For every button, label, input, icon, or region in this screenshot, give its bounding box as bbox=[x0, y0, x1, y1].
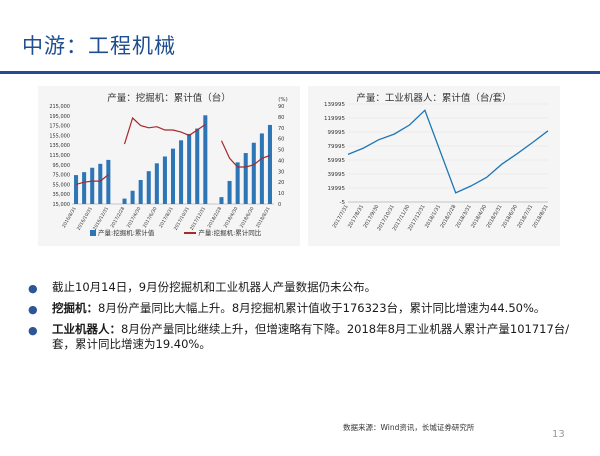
bar bbox=[162, 156, 167, 204]
series-line bbox=[75, 174, 109, 185]
y-right-tick-label: 80 bbox=[278, 115, 284, 121]
bullet-list: ● 截止10月14日，9月份挖掘机和工业机器人产量数据仍未公布。 ● 挖掘机：8… bbox=[28, 280, 573, 358]
bar bbox=[219, 197, 224, 204]
bullet-item: ● 截止10月14日，9月份挖掘机和工业机器人产量数据仍未公布。 bbox=[28, 280, 573, 295]
legend-bar-label: 产量:挖掘机:累计值 bbox=[98, 229, 155, 237]
page-number: 13 bbox=[552, 429, 565, 440]
bullet-lead: 挖掘机： bbox=[52, 301, 98, 315]
y-left-tick-label: 115,000 bbox=[49, 153, 70, 159]
y-right-tick-label: 30 bbox=[278, 169, 284, 175]
bar bbox=[187, 133, 192, 204]
x-tick-label: 2018/2/28 bbox=[206, 206, 223, 229]
y-tick-label: 59995 bbox=[328, 158, 346, 164]
excavator-chart: 15,000 35,000 55,000 75,000 95,000 115,000 135… bbox=[49, 97, 288, 231]
bar bbox=[203, 115, 208, 204]
y-right-tick-label: 20 bbox=[278, 180, 284, 186]
y-left-tick-label: 95,000 bbox=[53, 163, 71, 169]
bullet-text: 截止10月14日，9月份挖掘机和工业机器人产量数据仍未公布。 bbox=[52, 280, 377, 294]
y-left-tick-label: 35,000 bbox=[53, 192, 71, 198]
y-tick-label: -5 bbox=[340, 200, 346, 206]
x-tick-label: 2018/4/30 bbox=[223, 206, 240, 229]
y-left-tick-label: 75,000 bbox=[53, 173, 71, 179]
legend-bar-swatch bbox=[90, 230, 96, 236]
bar bbox=[146, 171, 151, 204]
bar bbox=[170, 148, 176, 204]
x-tick-label: 2018/6/30 bbox=[239, 206, 256, 229]
excavator-legend: 产量:挖掘机:累计值 产量:挖掘机:累计同比 bbox=[90, 227, 261, 237]
x-tick-label: 2017/6/30 bbox=[142, 206, 159, 229]
y-left-tick-label: 155,000 bbox=[49, 133, 70, 139]
series-line bbox=[220, 140, 271, 168]
y-right-tick-label: 70 bbox=[278, 126, 284, 132]
excavator-chart-panel: 产量：挖掘机：累计值（台） 15,000 35,000 55,000 75,000 95… bbox=[38, 86, 300, 246]
robot-chart-panel: 产量：工业机器人：累计值（台/套） -5 19995 39995 59995 79995… bbox=[308, 86, 560, 246]
bullet-item: ● 挖掘机：8月份产量同比大幅上升。8月挖掘机累计值收于176323台，累计同比… bbox=[28, 301, 573, 316]
robot-chart: -5 19995 39995 59995 79995 99995 119995 139995 2… bbox=[324, 102, 550, 232]
y-left-tick-label: 175,000 bbox=[49, 124, 70, 130]
bar bbox=[259, 133, 264, 204]
x-tick-label: 2018/8/31 bbox=[255, 206, 272, 229]
bullet-lead: 工业机器人： bbox=[52, 322, 121, 336]
bullet-dot-icon: ● bbox=[28, 324, 38, 337]
bar bbox=[179, 140, 184, 204]
bar bbox=[138, 179, 143, 204]
bar bbox=[130, 190, 135, 204]
bar bbox=[195, 128, 200, 204]
x-tick-label: 2018/8/31 bbox=[532, 204, 550, 229]
page-title: 中游：工程机械 bbox=[22, 34, 176, 58]
bar bbox=[243, 153, 248, 204]
bar bbox=[98, 163, 103, 204]
bullet-text: 8月份产量同比大幅上升。8月挖掘机累计值收于176323台，累计同比增速为44.… bbox=[98, 301, 546, 315]
x-tick-label: 2017/2/28 bbox=[110, 206, 127, 229]
y-left-tick-label: 215,000 bbox=[49, 104, 70, 110]
bar bbox=[227, 180, 232, 204]
y-right-tick-label: 0 bbox=[278, 202, 281, 208]
robot-chart-title: 产量：工业机器人：累计值（台/套） bbox=[356, 93, 512, 104]
bar bbox=[267, 124, 272, 204]
y-left-tick-label: 55,000 bbox=[53, 182, 71, 188]
bar bbox=[251, 142, 256, 204]
y-right-tick-label: 10 bbox=[278, 191, 284, 197]
bullet-text: 8月份产量同比继续上升，但增速略有下降。2018年8月工业机器人累计产量1017… bbox=[52, 322, 570, 351]
y-right-tick-label: 50 bbox=[278, 148, 284, 154]
y-left-tick-label: 135,000 bbox=[49, 143, 70, 149]
series-line bbox=[347, 109, 549, 194]
bar bbox=[235, 162, 240, 204]
y-tick-label: 79995 bbox=[328, 144, 346, 150]
y-tick-label: 99995 bbox=[328, 130, 346, 136]
title-divider bbox=[0, 71, 600, 74]
bullet-dot-icon: ● bbox=[28, 282, 38, 295]
x-tick-label: 2017/8/31 bbox=[158, 206, 175, 229]
y-tick-label: 19995 bbox=[328, 186, 346, 192]
series-line bbox=[123, 116, 206, 145]
bar bbox=[122, 198, 127, 204]
y-tick-label: 119995 bbox=[324, 116, 345, 122]
y-right-tick-label: 40 bbox=[278, 158, 284, 164]
excavator-chart-title: 产量：挖掘机：累计值（台） bbox=[107, 93, 231, 104]
x-tick-label: 2016/8/31 bbox=[61, 206, 78, 229]
bar bbox=[82, 172, 87, 204]
legend-line-label: 产量:挖掘机:累计同比 bbox=[198, 229, 262, 237]
bar bbox=[90, 167, 95, 204]
bullet-dot-icon: ● bbox=[28, 303, 38, 316]
y-right-tick-label: 90 bbox=[278, 104, 284, 110]
y-tick-label: 139995 bbox=[324, 102, 345, 108]
data-source-note: 数据来源：Wind资讯，长城证券研究所 bbox=[343, 423, 475, 432]
bullet-item: ● 工业机器人：8月份产量同比继续上升，但增速略有下降。2018年8月工业机器人… bbox=[28, 322, 573, 352]
y-tick-label: 39995 bbox=[328, 172, 346, 178]
legend-line-swatch bbox=[184, 232, 197, 234]
y-right-unit: (%) bbox=[278, 97, 288, 103]
bar bbox=[106, 159, 111, 204]
y-left-tick-label: 15,000 bbox=[53, 202, 71, 208]
y-right-tick-label: 60 bbox=[278, 137, 284, 143]
x-tick-label: 2017/4/30 bbox=[126, 206, 143, 229]
bar bbox=[74, 175, 79, 204]
y-left-tick-label: 195,000 bbox=[49, 114, 70, 120]
bar bbox=[154, 163, 159, 204]
